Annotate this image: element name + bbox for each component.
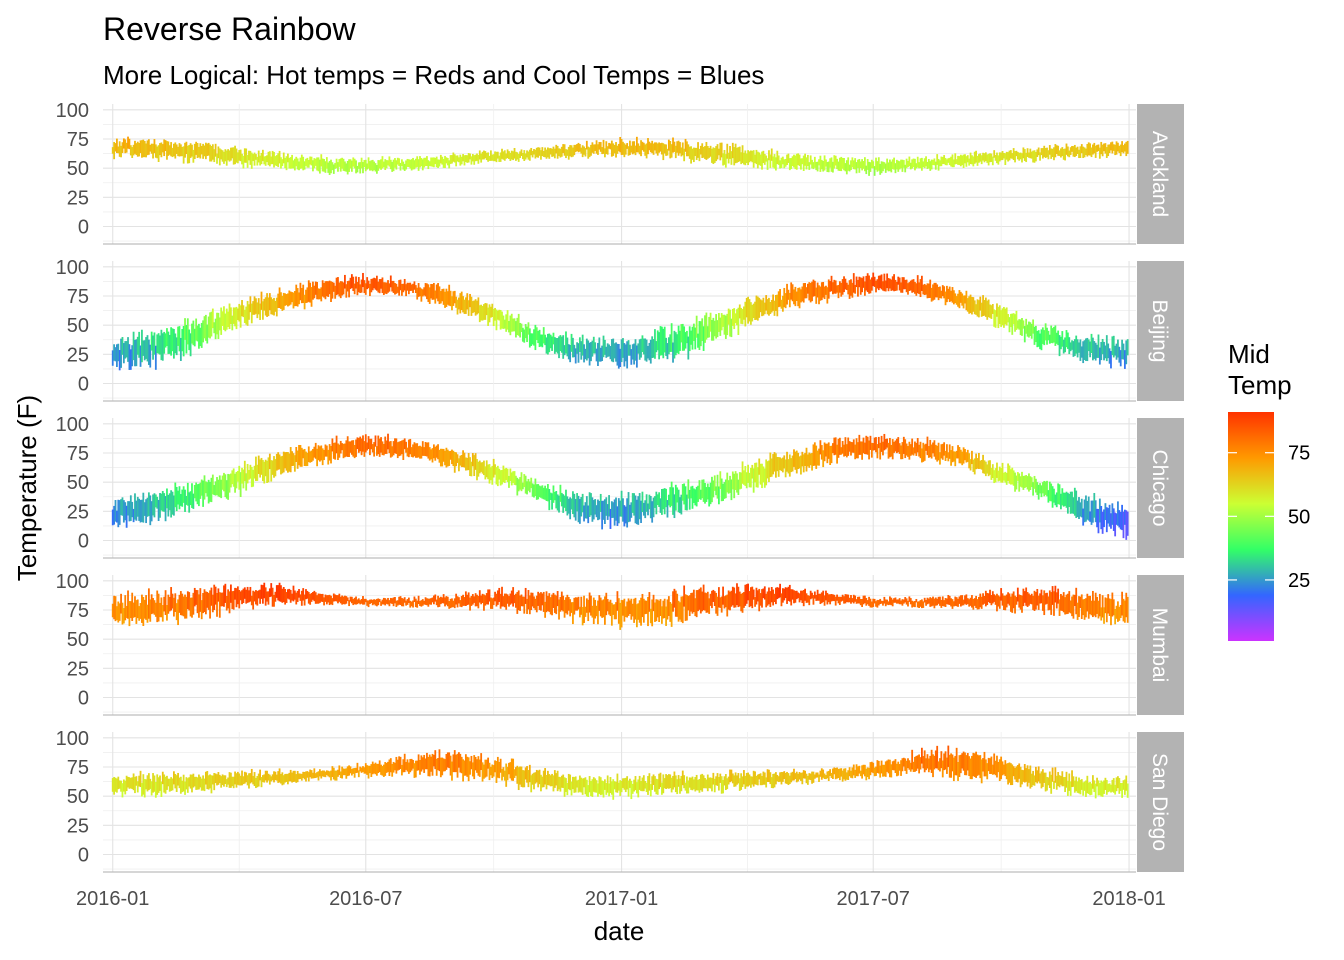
chart-subtitle: More Logical: Hot temps = Reds and Cool … [103, 60, 764, 90]
x-tick-label: 2016-01 [76, 888, 149, 910]
series-auckland [111, 136, 1129, 176]
y-tick-label: 100 [56, 571, 89, 593]
legend-title: Mid [1228, 339, 1270, 369]
y-tick-label: 75 [67, 757, 89, 779]
facet-strip [1137, 418, 1184, 558]
y-tick-label: 100 [56, 414, 89, 436]
y-tick-label: 25 [67, 658, 89, 680]
facet-panel-san-diego: 0 25 50 75 100 San Diego [56, 728, 1184, 873]
facet-panel-beijing: 0 25 50 75 100 Beijing [56, 257, 1184, 402]
y-tick-label: 75 [67, 443, 89, 465]
y-tick-label: 0 [78, 217, 89, 239]
series-mumbai [111, 582, 1129, 630]
facet-panels: 0 25 50 75 100 Auckland 0 25 50 75 100 Beijing 0 25 50… [56, 100, 1184, 873]
y-tick-label: 25 [67, 815, 89, 837]
x-tick-label: 2017-07 [837, 888, 910, 910]
x-tick-label: 2016-07 [329, 888, 402, 910]
y-tick-label: 75 [67, 600, 89, 622]
y-tick-label: 0 [78, 374, 89, 396]
facet-strip [1137, 261, 1184, 401]
chart-title: Reverse Rainbow [103, 11, 356, 47]
y-tick-label: 100 [56, 728, 89, 750]
grid [103, 418, 1136, 558]
y-tick-label: 100 [56, 100, 89, 122]
facet-strip-label: Beijing [1148, 299, 1171, 362]
grid [103, 104, 1136, 244]
series-san-diego [111, 745, 1129, 800]
facet-panel-chicago: 0 25 50 75 100 Chicago [56, 414, 1184, 559]
legend-tick-label: 75 [1288, 443, 1310, 465]
y-tick-label: 50 [67, 786, 89, 808]
y-tick-label: 25 [67, 187, 89, 209]
y-tick-label: 75 [67, 286, 89, 308]
facet-strip [1137, 575, 1184, 715]
facet-strip-label: Chicago [1148, 449, 1171, 526]
legend-tick-label: 50 [1288, 506, 1310, 528]
facet-strip [1137, 732, 1184, 872]
y-tick-label: 50 [67, 472, 89, 494]
y-tick-label: 100 [56, 257, 89, 279]
y-tick-label: 0 [78, 688, 89, 710]
legend-title: Temp [1228, 370, 1292, 400]
facet-strip-label: Mumbai [1148, 608, 1171, 683]
y-tick-label: 50 [67, 315, 89, 337]
x-tick-label: 2018-01 [1092, 888, 1165, 910]
facet-panel-auckland: 0 25 50 75 100 Auckland [56, 100, 1184, 245]
y-tick-label: 75 [67, 129, 89, 151]
y-tick-label: 50 [67, 629, 89, 651]
legend-colorbar [1228, 412, 1274, 641]
legend-tick-label: 25 [1288, 570, 1310, 592]
x-tick-label: 2017-01 [585, 888, 658, 910]
series-beijing [111, 272, 1129, 371]
y-tick-label: 0 [78, 845, 89, 867]
facet-strip-label: Auckland [1148, 131, 1171, 217]
facet-strip [1137, 104, 1184, 244]
grid [103, 575, 1136, 715]
y-tick-label: 0 [78, 531, 89, 553]
facet-strip-label: San Diego [1148, 753, 1171, 851]
y-tick-label: 25 [67, 501, 89, 523]
y-axis-title: Temperature (F) [12, 395, 42, 581]
grid [103, 261, 1136, 401]
x-axis-title: date [594, 916, 645, 946]
grid [103, 732, 1136, 872]
x-axis: 2016-01 2016-07 2017-01 2017-07 2018-01 [76, 888, 1166, 910]
series-chicago [111, 433, 1129, 540]
y-tick-label: 25 [67, 344, 89, 366]
y-tick-label: 50 [67, 158, 89, 180]
facet-panel-mumbai: 0 25 50 75 100 Mumbai [56, 571, 1184, 716]
